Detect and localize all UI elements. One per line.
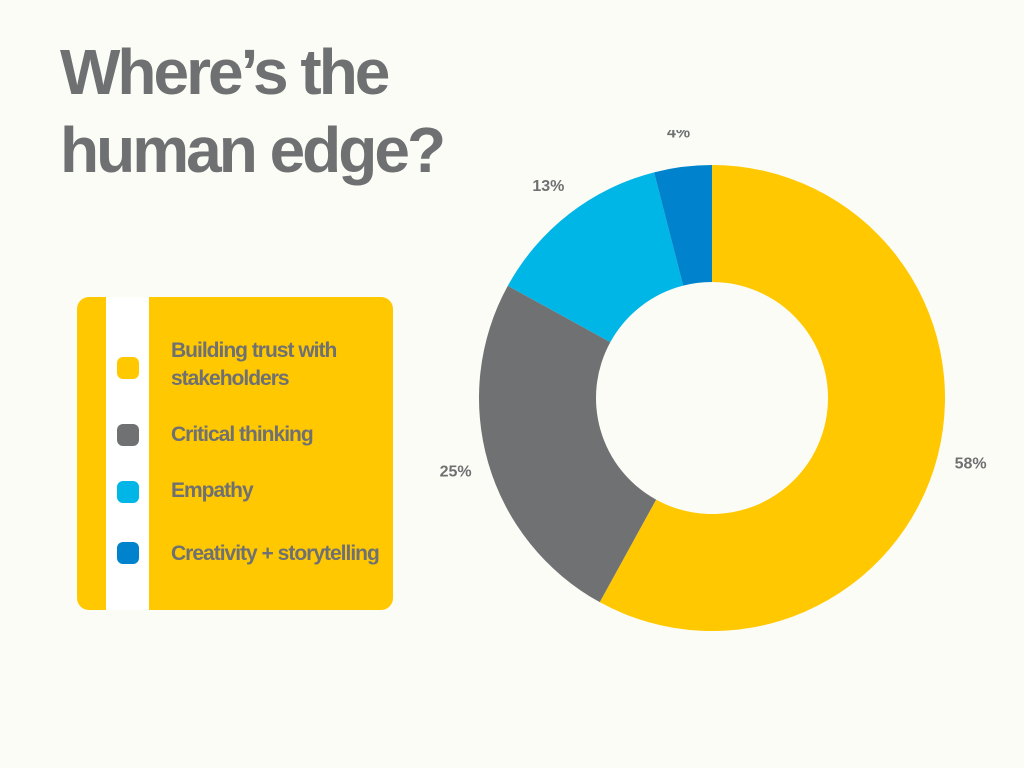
chart-legend: Building trust with stakeholders Critica… (77, 297, 393, 610)
legend-label-empathy: Empathy (171, 479, 254, 502)
legend-label-critical-thinking: Critical thinking (171, 423, 314, 446)
title-line-2: human edge? (60, 114, 446, 186)
donut-chart: 58% 25% 13% 4% (440, 130, 987, 631)
donut-slices (479, 165, 945, 631)
value-label-building-trust: 58% (955, 456, 987, 473)
page-title: Where’s the human edge? (60, 33, 500, 189)
donut-slice-critical-thinking (479, 285, 657, 603)
donut-slice-empathy (507, 172, 684, 343)
legend-label-building-trust: Building trust with stakeholders (171, 339, 337, 390)
legend-label-creativity: Creativity + storytelling (171, 542, 380, 565)
donut-slice-building-trust (599, 165, 945, 631)
title-line-1: Where’s the (60, 36, 390, 108)
legend-swatch-critical-thinking (117, 424, 139, 446)
legend-swatch-creativity (117, 542, 139, 564)
legend-swatch-building-trust (117, 357, 139, 379)
value-label-creativity: 4% (667, 130, 690, 141)
donut-value-labels: 58% 25% 13% 4% (440, 130, 987, 481)
legend-swatch-empathy (117, 481, 139, 503)
donut-slice-creativity (654, 165, 712, 286)
value-label-empathy: 13% (532, 178, 564, 195)
value-label-critical-thinking: 25% (440, 464, 472, 481)
